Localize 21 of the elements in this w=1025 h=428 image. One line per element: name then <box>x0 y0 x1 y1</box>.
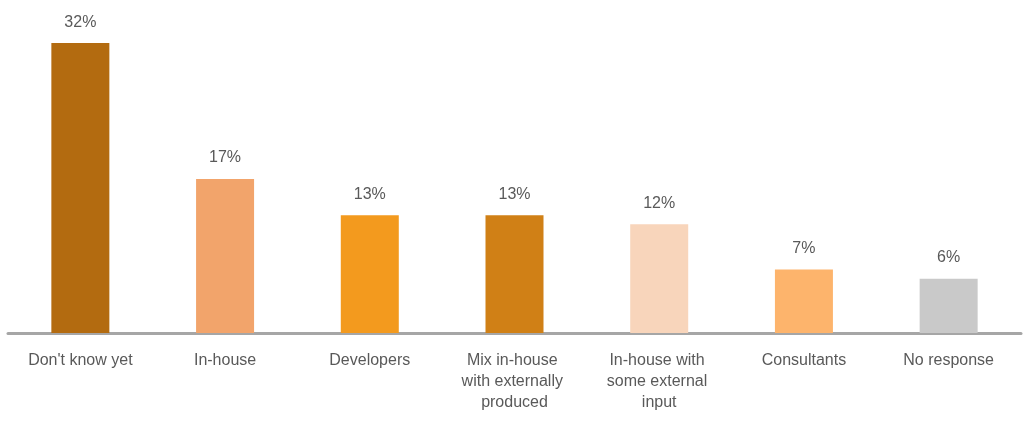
x-tick-label: Don't know yet <box>28 351 134 368</box>
bar <box>919 278 978 333</box>
data-label: 13% <box>353 184 386 202</box>
data-label: 13% <box>498 184 531 202</box>
bar <box>485 215 544 333</box>
data-label: 6% <box>937 248 961 266</box>
bar <box>340 215 399 333</box>
x-tick-label: Consultants <box>761 351 847 368</box>
x-tick-label: In-house <box>193 351 257 368</box>
bar <box>51 43 110 333</box>
x-tick-label: Mix in-house with externally produced <box>460 351 568 410</box>
data-label: 32% <box>64 12 97 30</box>
bar <box>630 224 689 333</box>
bar <box>196 178 255 333</box>
x-tick-label: No response <box>903 351 995 368</box>
data-label: 17% <box>209 148 242 166</box>
bar <box>774 269 833 333</box>
x-tick-label: Developers <box>329 351 411 368</box>
data-label: 7% <box>792 239 816 257</box>
x-tick-label: In-house with some external input <box>606 351 712 410</box>
data-label: 12% <box>643 193 676 211</box>
